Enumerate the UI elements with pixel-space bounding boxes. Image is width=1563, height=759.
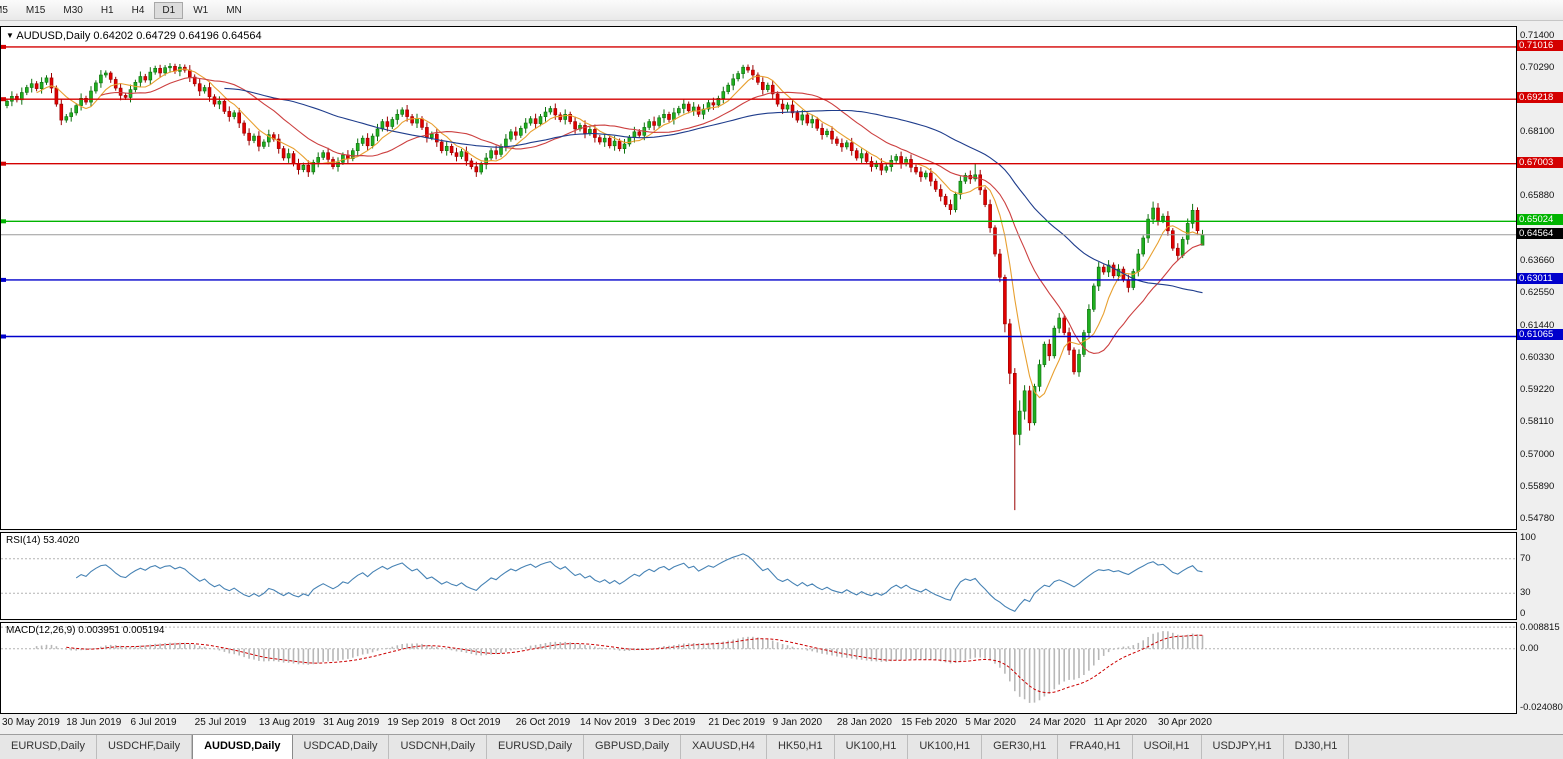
price-axis[interactable]: 0.71400 0.70290 0.68100 0.65880 0.63660 0.625… (1517, 26, 1563, 530)
tab-uk100-h1[interactable]: UK100,H1 (835, 735, 909, 759)
axis-tick-label: 100 (1520, 532, 1536, 543)
chart-tab-bar: EURUSD,Daily USDCHF,Daily AUDUSD,Daily USDC… (0, 734, 1563, 759)
axis-tick-label: 0.60330 (1520, 351, 1555, 363)
tab-uk100-h1[interactable]: UK100,H1 (908, 735, 983, 759)
time-axis[interactable]: 30 May 2019 18 Jun 2019 6 Jul 2019 25 Jul 2… (0, 714, 1517, 732)
axis-tick-label: 0.55890 (1520, 481, 1555, 493)
timeframe-m5[interactable]: M5 (0, 4, 8, 16)
time-axis-label: 31 Aug 2019 (323, 717, 380, 728)
timeframe-toolbar: M5 M15 M30 H1 H4 D1 W1 MN (0, 0, 1563, 21)
axis-tick-label: 0.54780 (1520, 513, 1555, 525)
macd-axis[interactable]: 0.008815 0.00 -0.024080 (1517, 622, 1563, 714)
rsi-axis[interactable]: 100 70 30 0 (1517, 532, 1563, 620)
time-axis-label: 14 Nov 2019 (579, 717, 637, 728)
timeframe-h1[interactable]: H1 (100, 4, 114, 16)
chart-symbol: AUDUSD,Daily (16, 30, 91, 42)
timeframe-mn[interactable]: MN (226, 4, 242, 16)
time-axis-label: 6 Jul 2019 (130, 717, 177, 728)
tab-audusd-daily[interactable]: AUDUSD,Daily (192, 735, 293, 759)
tab-usdchf-daily[interactable]: USDCHF,Daily (97, 735, 193, 759)
tab-gbpusd-daily[interactable]: GBPUSD,Daily (584, 735, 681, 759)
axis-tick-label: -0.024080 (1520, 701, 1563, 713)
timeframe-m30[interactable]: M30 (63, 4, 83, 16)
tab-hk50-h1[interactable]: HK50,H1 (767, 735, 835, 759)
axis-tick-label: 0.59220 (1520, 384, 1555, 396)
rsi-name: RSI(14) (6, 535, 41, 546)
axis-tick-label: 70 (1520, 552, 1531, 564)
chart-symbol-label: ▼ AUDUSD,Daily 0.64202 0.64729 0.64196 0… (6, 30, 262, 42)
price-level-badge: 0.69218 (1517, 92, 1563, 104)
axis-tick-label: 0.68100 (1520, 125, 1555, 137)
time-axis-label: 28 Jan 2020 (836, 717, 892, 728)
candlestick-chart[interactable] (1, 27, 1516, 529)
price-level-badge: 0.63011 (1517, 272, 1563, 284)
timeframe-m15[interactable]: M15 (25, 4, 46, 16)
time-axis-label: 26 Oct 2019 (515, 717, 571, 728)
axis-tick-label: 0.00 (1520, 642, 1539, 654)
time-axis-label: 11 Apr 2020 (1093, 717, 1147, 728)
time-axis-label: 15 Feb 2020 (901, 717, 958, 728)
axis-tick-label: 0.63660 (1520, 254, 1555, 266)
tab-usdjpy-h1[interactable]: USDJPY,H1 (1202, 735, 1284, 759)
axis-tick-label: 0.65880 (1520, 190, 1555, 202)
tab-dj30-h1[interactable]: DJ30,H1 (1284, 735, 1350, 759)
timeframe-w1[interactable]: W1 (193, 4, 209, 16)
macd-label: MACD(12,26,9) 0.003951 0.005194 (6, 625, 164, 636)
tab-eurusd-daily[interactable]: EURUSD,Daily (0, 735, 97, 759)
macd-histogram-chart[interactable] (1, 623, 1516, 713)
price-level-badge: 0.67003 (1517, 156, 1563, 168)
axis-tick-label: 30 (1520, 587, 1531, 599)
current-price-badge: 0.64564 (1517, 227, 1563, 239)
tab-usoil-h1[interactable]: USOil,H1 (1133, 735, 1202, 759)
time-axis-label: 3 Dec 2019 (644, 717, 696, 728)
macd-values: 0.003951 0.005194 (78, 625, 165, 636)
chart-dropdown-icon[interactable]: ▼ (6, 31, 14, 40)
main-chart-panel: ▼ AUDUSD,Daily 0.64202 0.64729 0.64196 0… (0, 26, 1563, 530)
axis-tick-label: 0.62550 (1520, 287, 1555, 299)
axis-tick-label: 0.008815 (1520, 622, 1560, 633)
price-level-badge: 0.71016 (1517, 39, 1563, 51)
tab-usdcad-daily[interactable]: USDCAD,Daily (293, 735, 390, 759)
tab-eurusd-daily[interactable]: EURUSD,Daily (487, 735, 584, 759)
time-axis-label: 13 Aug 2019 (258, 717, 316, 728)
macd-panel-canvas[interactable]: MACD(12,26,9) 0.003951 0.005194 (0, 622, 1517, 714)
price-level-badge: 0.65024 (1517, 214, 1563, 226)
rsi-label: RSI(14) 53.4020 (6, 535, 79, 546)
time-axis-label: 24 Mar 2020 (1029, 717, 1086, 728)
time-axis-label: 5 Mar 2020 (965, 717, 1016, 728)
timeframe-h4[interactable]: H4 (131, 4, 145, 16)
axis-tick-label: 0.57000 (1520, 448, 1555, 460)
tab-usdcnh-daily[interactable]: USDCNH,Daily (389, 735, 488, 759)
axis-tick-label: 0.58110 (1520, 416, 1554, 428)
tab-xauusd-h4[interactable]: XAUUSD,H4 (681, 735, 767, 759)
macd-name: MACD(12,26,9) (6, 625, 76, 636)
chart-ohlc-values: 0.64202 0.64729 0.64196 0.64564 (93, 30, 262, 42)
rsi-panel-canvas[interactable]: RSI(14) 53.4020 (0, 532, 1517, 620)
time-axis-label: 9 Jan 2020 (772, 717, 823, 728)
time-axis-label: 18 Jun 2019 (66, 717, 122, 728)
rsi-line-chart[interactable] (1, 533, 1516, 619)
price-chart-canvas[interactable]: ▼ AUDUSD,Daily 0.64202 0.64729 0.64196 0… (0, 26, 1517, 530)
time-axis-label: 8 Oct 2019 (451, 717, 501, 728)
price-level-badge: 0.61065 (1517, 329, 1563, 341)
macd-panel: MACD(12,26,9) 0.003951 0.005194 0.008815… (0, 622, 1563, 714)
axis-tick-label: 0.71400 (1520, 29, 1555, 41)
axis-tick-label: 0.70290 (1520, 62, 1555, 74)
timeframe-d1[interactable]: D1 (154, 1, 184, 19)
tab-ger30-h1[interactable]: GER30,H1 (982, 735, 1059, 759)
tab-fra40-h1[interactable]: FRA40,H1 (1058, 735, 1133, 759)
axis-tick-label: 0.61440 (1520, 319, 1555, 331)
time-axis-label: 25 Jul 2019 (194, 717, 247, 728)
rsi-value: 53.4020 (43, 535, 80, 546)
time-axis-label: 30 May 2019 (2, 717, 60, 728)
time-axis-label: 19 Sep 2019 (387, 717, 445, 728)
timeframe-buttons: M5 M15 M30 H1 H4 D1 W1 MN (0, 1, 251, 19)
time-axis-label: 30 Apr 2020 (1157, 717, 1212, 728)
axis-tick-label: 0 (1520, 608, 1526, 619)
time-axis-label: 21 Dec 2019 (708, 717, 766, 728)
rsi-panel: RSI(14) 53.4020 100 70 30 0 (0, 532, 1563, 620)
